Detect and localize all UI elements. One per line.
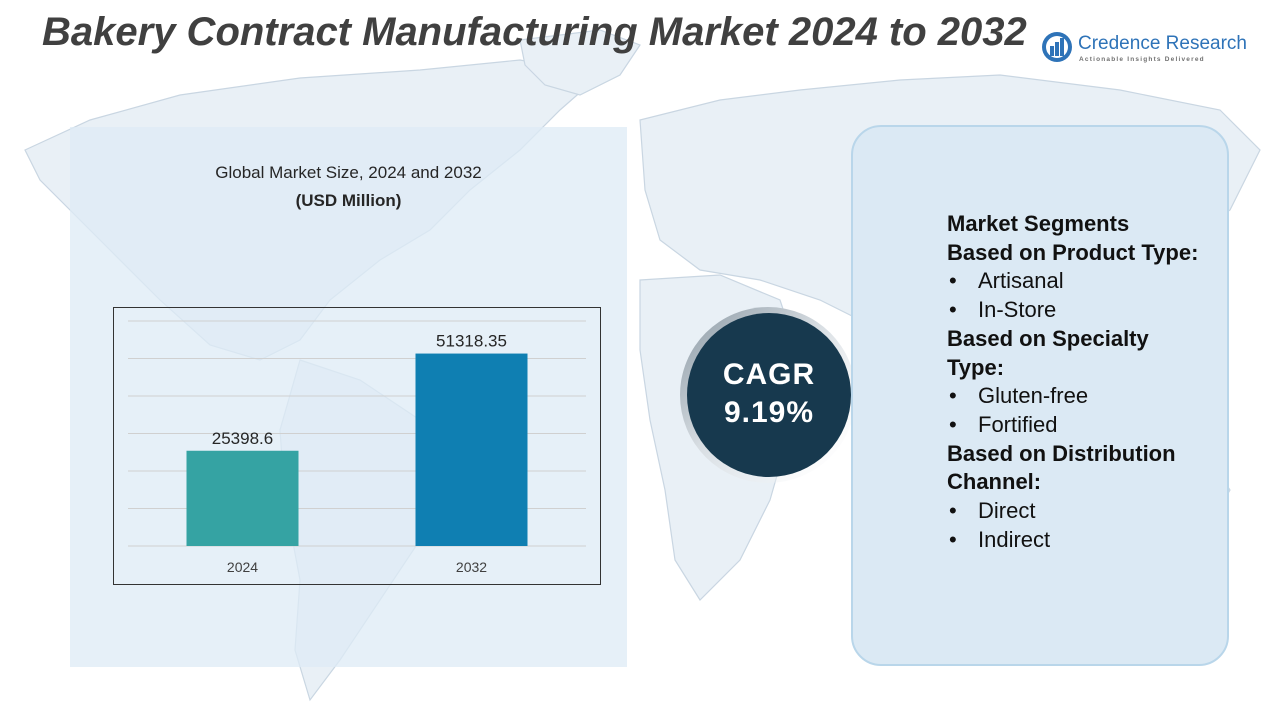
logo-tagline: Actionable Insights Delivered: [1079, 56, 1205, 63]
bullet-icon: •: [949, 498, 957, 524]
data-label-2032: 51318.35: [436, 332, 507, 351]
bullet-icon: •: [949, 411, 957, 437]
chart-unit: (USD Million): [295, 191, 402, 210]
segment-item-direct: • Direct: [947, 497, 1237, 526]
segment-item-gluten-free: • Gluten-free: [947, 382, 1237, 411]
segments-list: Market Segments Based on Product Type: •…: [947, 210, 1237, 554]
segment-item-in-store: • In-Store: [947, 296, 1237, 325]
bullet-icon: •: [949, 383, 957, 409]
segment-item-fortified: • Fortified: [947, 411, 1237, 440]
cagr-value: 9.19%: [723, 396, 815, 429]
cagr-badge: [687, 313, 851, 477]
bar-2024: [186, 450, 299, 546]
x-tick-label-2024: 2024: [227, 559, 258, 575]
segments-heading: Market Segments: [947, 211, 1130, 236]
data-label-2024: 25398.6: [212, 429, 273, 448]
x-tick-label-2032: 2032: [456, 559, 487, 575]
chart-title: Global Market Size, 2024 and 2032: [215, 163, 482, 182]
market-size-panel: [70, 127, 627, 667]
bullet-icon: •: [949, 297, 957, 323]
credence-research-logo: Credence Research Actionable Insights De…: [1040, 30, 1255, 70]
chart-frame: [113, 307, 601, 585]
logo-name: Credence Research: [1078, 33, 1247, 54]
bullet-icon: •: [949, 268, 957, 294]
distribution-channel-heading-cont: Channel:: [947, 469, 1042, 495]
bar-2032: [415, 353, 528, 546]
segment-item-artisanal: • Artisanal: [947, 267, 1237, 296]
logo-mark-icon: [1042, 32, 1072, 62]
specialty-type-heading: Based on Specialty: [947, 325, 1149, 351]
bullet-icon: •: [949, 526, 957, 552]
product-type-heading: Based on Product Type:: [947, 239, 1199, 265]
distribution-channel-heading: Based on Distribution: [947, 440, 1176, 466]
segment-item-indirect: • Indirect: [947, 526, 1237, 555]
market-size-bar-chart: 25398.6 2024 51318.35 2032: [128, 320, 586, 575]
cagr-label: CAGR: [722, 358, 816, 391]
page-title: Bakery Contract Manufacturing Market 202…: [42, 10, 1027, 54]
specialty-type-heading-cont: Type:: [947, 354, 1005, 380]
segments-panel: [851, 125, 1229, 666]
